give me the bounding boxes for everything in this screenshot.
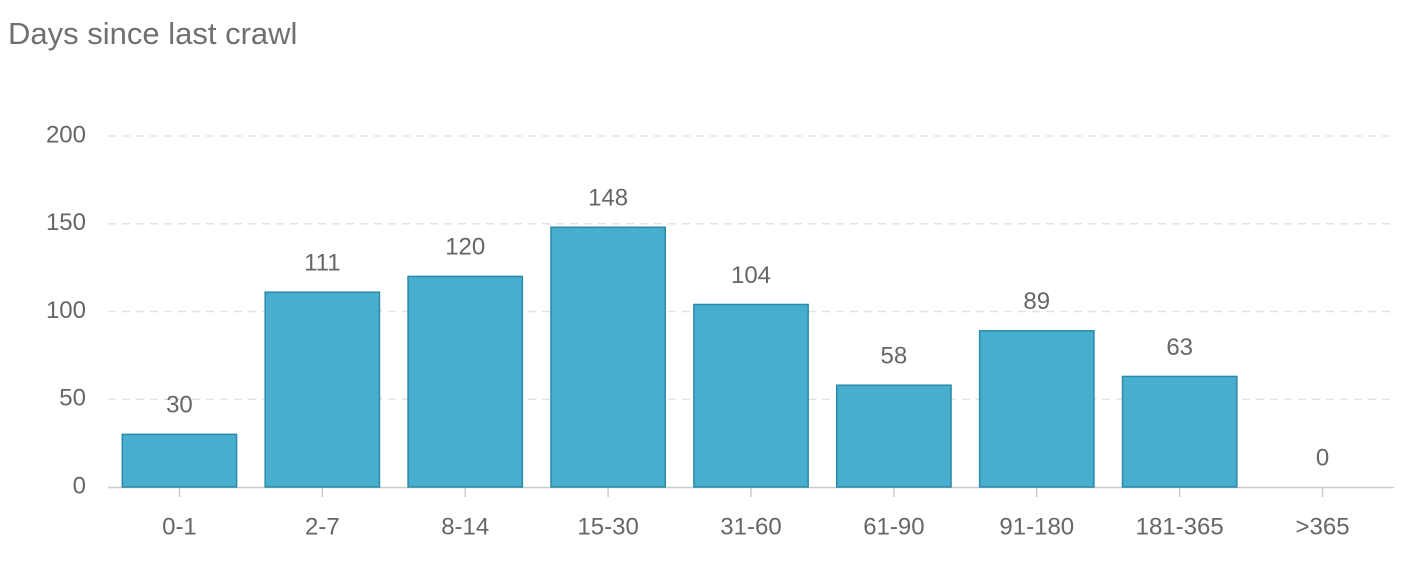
data-label: 111: [304, 250, 340, 277]
x-tick-label: 0-1: [162, 513, 197, 540]
bar: [550, 226, 667, 488]
x-tick-label: 8-14: [441, 513, 489, 540]
x-tick-label: 15-30: [577, 513, 638, 540]
data-label: 30: [166, 392, 193, 419]
data-label: 104: [731, 262, 771, 289]
data-label: 148: [588, 185, 628, 212]
bar: [121, 433, 238, 488]
y-tick-label: 50: [59, 385, 86, 412]
data-label: 58: [881, 343, 908, 370]
bar: [407, 275, 524, 488]
y-tick-label: 100: [46, 297, 86, 324]
x-tick-label: 31-60: [720, 513, 781, 540]
bar: [693, 303, 809, 488]
data-label: 89: [1023, 288, 1050, 315]
chart-title: Days since last crawl: [8, 16, 297, 51]
bar: [1121, 375, 1238, 488]
bar: [264, 291, 381, 488]
y-tick-label: 0: [73, 472, 86, 499]
bar: [978, 330, 1095, 488]
x-tick-label: 2-7: [305, 513, 340, 540]
y-tick-label: 200: [46, 121, 86, 148]
y-tick-label: 150: [46, 209, 86, 236]
x-tick-label: >365: [1296, 513, 1350, 540]
data-label: 63: [1166, 334, 1193, 361]
data-label: 0: [1316, 444, 1329, 471]
x-tick-label: 181-365: [1136, 513, 1224, 540]
x-tick-label: 91-180: [999, 513, 1074, 540]
bar: [835, 384, 952, 488]
data-label: 120: [445, 234, 485, 261]
x-tick-label: 61-90: [863, 513, 924, 540]
